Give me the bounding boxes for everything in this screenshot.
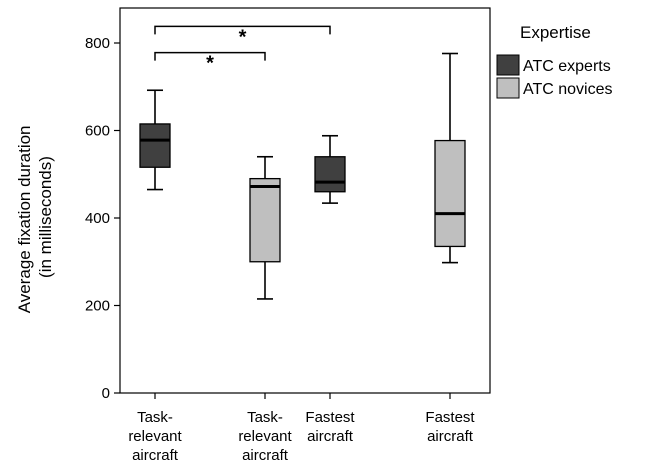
plot-frame <box>119 7 491 394</box>
legend: Expertise ATC experts ATC novices <box>496 23 613 99</box>
x-axis-labels: Task-relevant aircraft Task-relevant aircra… <box>128 393 475 464</box>
x-category-label-line: relevant <box>238 428 292 445</box>
x-category-label-4: Fastest aircraft <box>425 409 475 445</box>
box-iqr <box>314 156 346 193</box>
x-category-label-3: Fastest aircraft <box>305 409 355 445</box>
legend-label-novices: ATC novices <box>523 81 613 98</box>
x-category-label-line: aircraft <box>132 447 179 464</box>
x-category-label-line: aircraft <box>242 447 289 464</box>
box-3 <box>314 134 346 204</box>
y-tick-label: 400 <box>85 210 110 227</box>
bracket-line <box>154 51 266 61</box>
y-tick-label: 0 <box>102 385 110 402</box>
x-category-label-line: Task- <box>137 409 173 426</box>
x-category-label-line: Fastest <box>305 409 355 426</box>
y-axis: 0 200 400 600 800 <box>85 35 120 402</box>
x-category-label-1: Task-relevant aircraft <box>128 409 182 464</box>
box-iqr <box>139 123 171 168</box>
y-tick-label: 600 <box>85 123 110 140</box>
significance-brackets: ** <box>154 25 331 75</box>
y-tick-label: 200 <box>85 298 110 315</box>
x-category-label-line: aircraft <box>427 428 474 445</box>
box-4 <box>434 52 466 264</box>
box-2 <box>249 155 281 300</box>
x-category-label-2: Task-relevant aircraft <box>238 409 292 464</box>
significance-star: * <box>206 53 214 75</box>
x-category-label-line: relevant <box>128 428 182 445</box>
y-axis-title-line-1: Average fixation duration <box>15 125 34 313</box>
legend-swatch-novices <box>496 77 520 99</box>
y-tick-label: 800 <box>85 35 110 52</box>
x-category-label-line: Fastest <box>425 409 475 426</box>
significance-star: * <box>239 26 247 48</box>
significance-bracket-1: * <box>154 25 331 48</box>
x-category-label-line: Task- <box>247 409 283 426</box>
legend-swatch-experts <box>496 54 520 76</box>
legend-label-experts: ATC experts <box>523 58 611 75</box>
boxes <box>139 52 466 300</box>
box-1 <box>139 89 171 191</box>
significance-bracket-2: * <box>154 51 266 75</box>
box-iqr <box>249 177 281 263</box>
box-iqr <box>434 139 466 248</box>
y-axis-title: Average fixation duration (in millisecon… <box>15 121 55 314</box>
y-axis-title-line-2: (in milliseconds) <box>36 156 55 278</box>
bracket-line <box>154 25 331 35</box>
legend-title: Expertise <box>520 23 591 42</box>
x-category-label-line: aircraft <box>307 428 354 445</box>
